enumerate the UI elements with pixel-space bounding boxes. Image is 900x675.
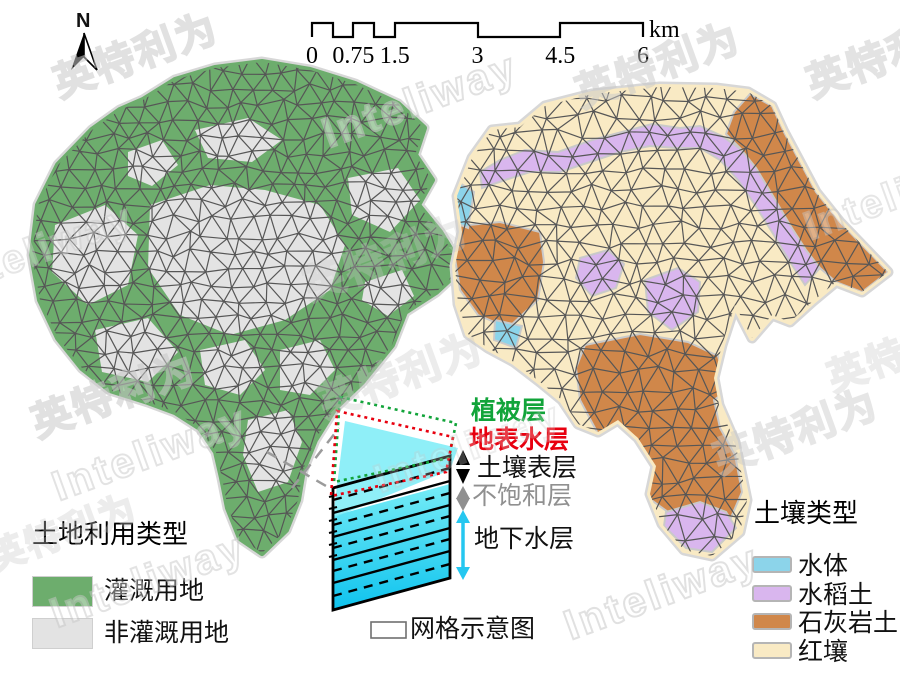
mesh-legend-swatch (370, 621, 407, 639)
groundwater-arrow (456, 510, 470, 580)
map-right-soil-type (449, 81, 894, 562)
zoom-leader-line (291, 427, 340, 489)
map-patch (724, 92, 888, 294)
map-patch (95, 318, 178, 382)
map-right-patches (455, 92, 888, 554)
north-arrow-left-half (71, 33, 84, 70)
groundwater-fill (333, 484, 450, 610)
slab-solid-layer-lines (332, 479, 451, 585)
map-patch (148, 185, 345, 335)
surface-water-layer-outline (329, 409, 455, 498)
scale-bar (310, 21, 645, 39)
map-patch (280, 340, 335, 395)
unsaturated-arrow (456, 486, 470, 511)
slab-outline (331, 454, 452, 612)
north-arrow-icon (71, 32, 98, 71)
layer-schematic-diagram (266, 395, 470, 639)
slab-dashed-layer-lines (332, 466, 451, 598)
soil-surface-arrow (456, 450, 470, 484)
maps-layer (26, 56, 894, 562)
zoom-leader-line (266, 450, 334, 492)
map-left-land-use (26, 56, 468, 559)
map-patch (52, 205, 138, 305)
north-arrow-right-half (83, 32, 98, 71)
map-patch (574, 332, 744, 522)
